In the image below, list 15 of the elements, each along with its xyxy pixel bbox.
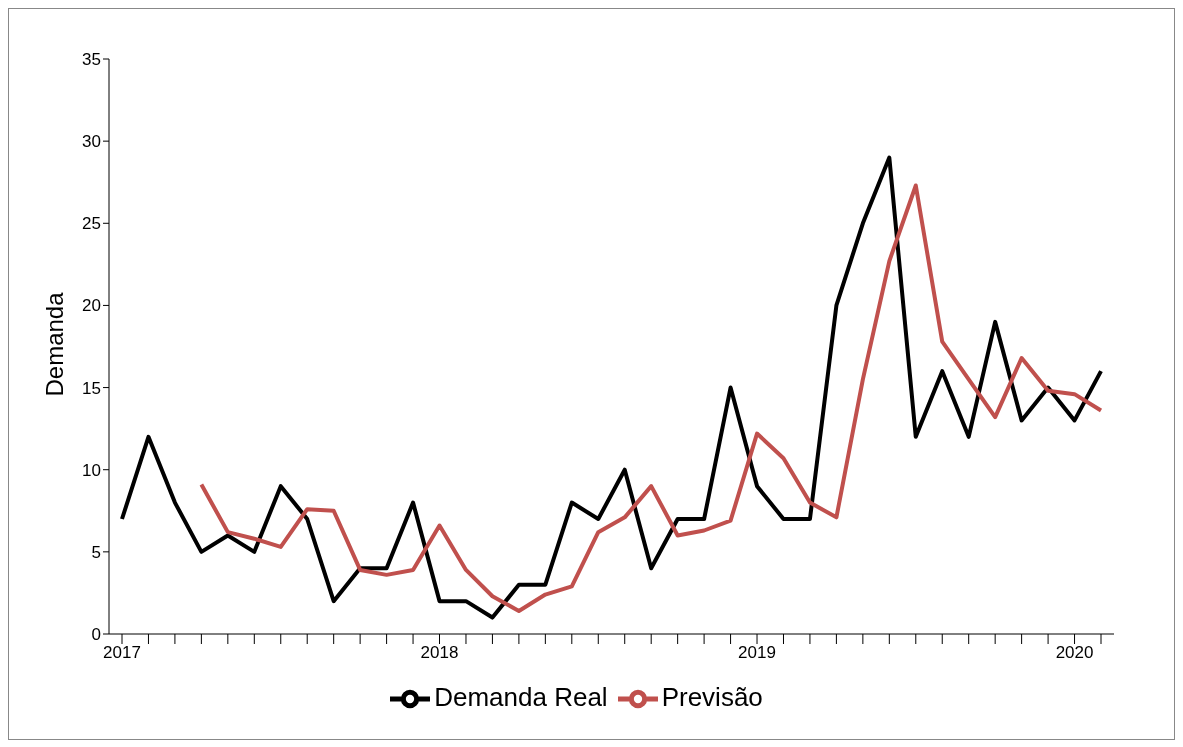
x-tick-label: 2018 [420, 643, 459, 663]
y-tick-label: 30 [82, 132, 101, 152]
y-tick-label: 15 [82, 378, 101, 398]
x-tick-label: 2017 [103, 643, 141, 663]
x-tick-label: 2020 [1055, 643, 1094, 663]
y-tick-label: 20 [82, 296, 101, 316]
y-tick-label: 25 [82, 214, 101, 234]
legend-label: Demanda Real [434, 681, 608, 712]
x-tick-label: 2019 [738, 643, 776, 663]
y-tick-label: 5 [91, 542, 101, 562]
y-axis-title: Demanda [40, 291, 68, 397]
legend-label: Previsão [661, 681, 763, 712]
y-tick-label: 0 [91, 625, 101, 645]
y-tick-label: 10 [82, 460, 101, 480]
y-tick-label: 35 [82, 50, 101, 70]
